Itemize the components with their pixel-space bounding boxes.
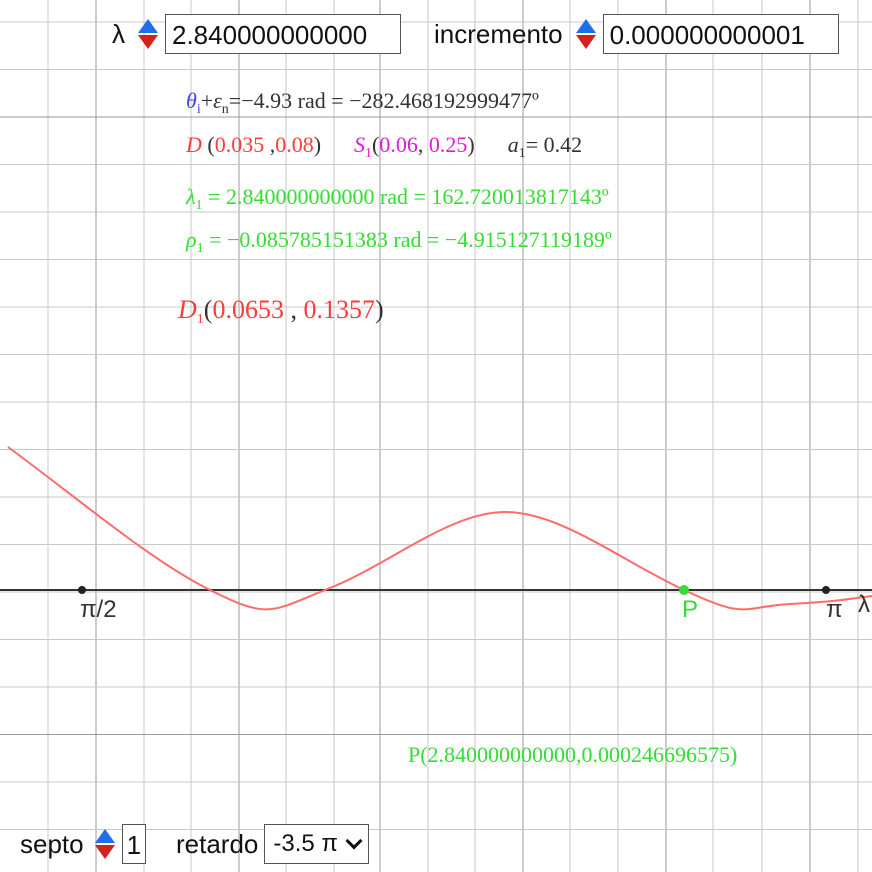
lambda-label: λ bbox=[112, 18, 125, 49]
s1-label: S bbox=[354, 132, 366, 157]
theta-line: θi+εn=−4.93 rad = −282.468192999477º bbox=[186, 88, 539, 117]
rho1-line: ρ1 = −0.085785151383 rad = −4.9151271191… bbox=[186, 227, 612, 257]
increment-down-arrow-icon[interactable] bbox=[575, 35, 596, 49]
lambda1-symbol: λ bbox=[186, 184, 196, 209]
a1-value: = 0.42 bbox=[525, 132, 583, 157]
increment-label: incremento bbox=[434, 18, 563, 49]
lambda-input[interactable]: 2.840000000000 bbox=[165, 14, 401, 54]
a1-subscript: 1 bbox=[518, 146, 526, 161]
d1-subscript: 1 bbox=[196, 312, 204, 327]
d1-label: D bbox=[178, 295, 197, 324]
s1-y-value: 0.25 bbox=[428, 132, 468, 157]
rho1-symbol: ρ bbox=[186, 227, 197, 252]
retardo-selected-value: -3.5 π bbox=[273, 830, 338, 857]
lambda-control: λ 2.840000000000 bbox=[112, 14, 401, 54]
tick-pi-half-dot bbox=[78, 586, 86, 594]
point-p[interactable] bbox=[679, 585, 689, 595]
lambda-up-arrow-icon[interactable] bbox=[138, 19, 158, 33]
d-y-value: 0.08 bbox=[275, 132, 314, 157]
lambda-spinner[interactable] bbox=[133, 14, 163, 54]
d1-y-value: 0.1357 bbox=[303, 295, 375, 324]
theta-line-value: =−4.93 rad = −282.468192999477º bbox=[228, 88, 539, 113]
d-x-value: 0.035 bbox=[214, 132, 265, 157]
septo-input[interactable]: 1 bbox=[121, 824, 146, 864]
epsilon-symbol: ε bbox=[213, 88, 222, 113]
s1-subscript: 1 bbox=[365, 146, 373, 161]
retardo-control: retardo -3.5 π bbox=[176, 824, 369, 864]
d1-x-value: 0.0653 bbox=[212, 295, 284, 324]
lambda-down-arrow-icon[interactable] bbox=[138, 35, 158, 49]
retardo-select[interactable]: -3.5 π bbox=[264, 824, 369, 864]
params-line: D (0.035 ,0.08) S1(0.06, 0.25) a1= 0.42 bbox=[186, 132, 583, 161]
x-axis-label: λ bbox=[858, 591, 870, 618]
a1-label: a bbox=[507, 132, 519, 157]
tick-label-pi-half: π/2 bbox=[80, 596, 117, 623]
theta-symbol: θ bbox=[186, 88, 197, 113]
chevron-down-icon bbox=[345, 832, 363, 850]
lambda1-subscript: 1 bbox=[195, 198, 203, 213]
retardo-label: retardo bbox=[176, 828, 259, 859]
lambda1-value: = 2.840000000000 rad = 162.720013817143º bbox=[202, 184, 609, 209]
function-curve bbox=[7, 446, 872, 611]
rho1-subscript: 1 bbox=[196, 241, 204, 256]
septo-down-arrow-icon[interactable] bbox=[94, 845, 115, 859]
septo-spinner[interactable] bbox=[90, 824, 120, 864]
increment-spinner[interactable] bbox=[571, 14, 601, 54]
increment-up-arrow-icon[interactable] bbox=[575, 19, 596, 33]
tick-label-pi: π bbox=[826, 596, 843, 623]
d1-line: D1(0.0653 , 0.1357) bbox=[178, 295, 384, 327]
increment-input[interactable]: 0.000000000001 bbox=[602, 14, 839, 54]
d-label: D bbox=[186, 132, 202, 157]
point-p-label: P bbox=[682, 596, 698, 623]
lambda1-line: λ1 = 2.840000000000 rad = 162.7200138171… bbox=[186, 184, 609, 214]
increment-control: incremento 0.000000000001 bbox=[434, 14, 839, 54]
rho1-value: = −0.085785151383 rad = −4.915127119189º bbox=[203, 227, 612, 252]
tick-pi-dot bbox=[822, 586, 830, 594]
s1-x-value: 0.06 bbox=[379, 132, 418, 157]
septo-control: septo 1 bbox=[20, 824, 146, 864]
point-p-coordinates: P(2.840000000000,0.000246696575) bbox=[408, 742, 738, 767]
theta-subscript: i bbox=[196, 102, 201, 117]
septo-up-arrow-icon[interactable] bbox=[94, 829, 115, 843]
septo-label: septo bbox=[20, 828, 84, 859]
epsilon-subscript: n bbox=[221, 102, 229, 117]
